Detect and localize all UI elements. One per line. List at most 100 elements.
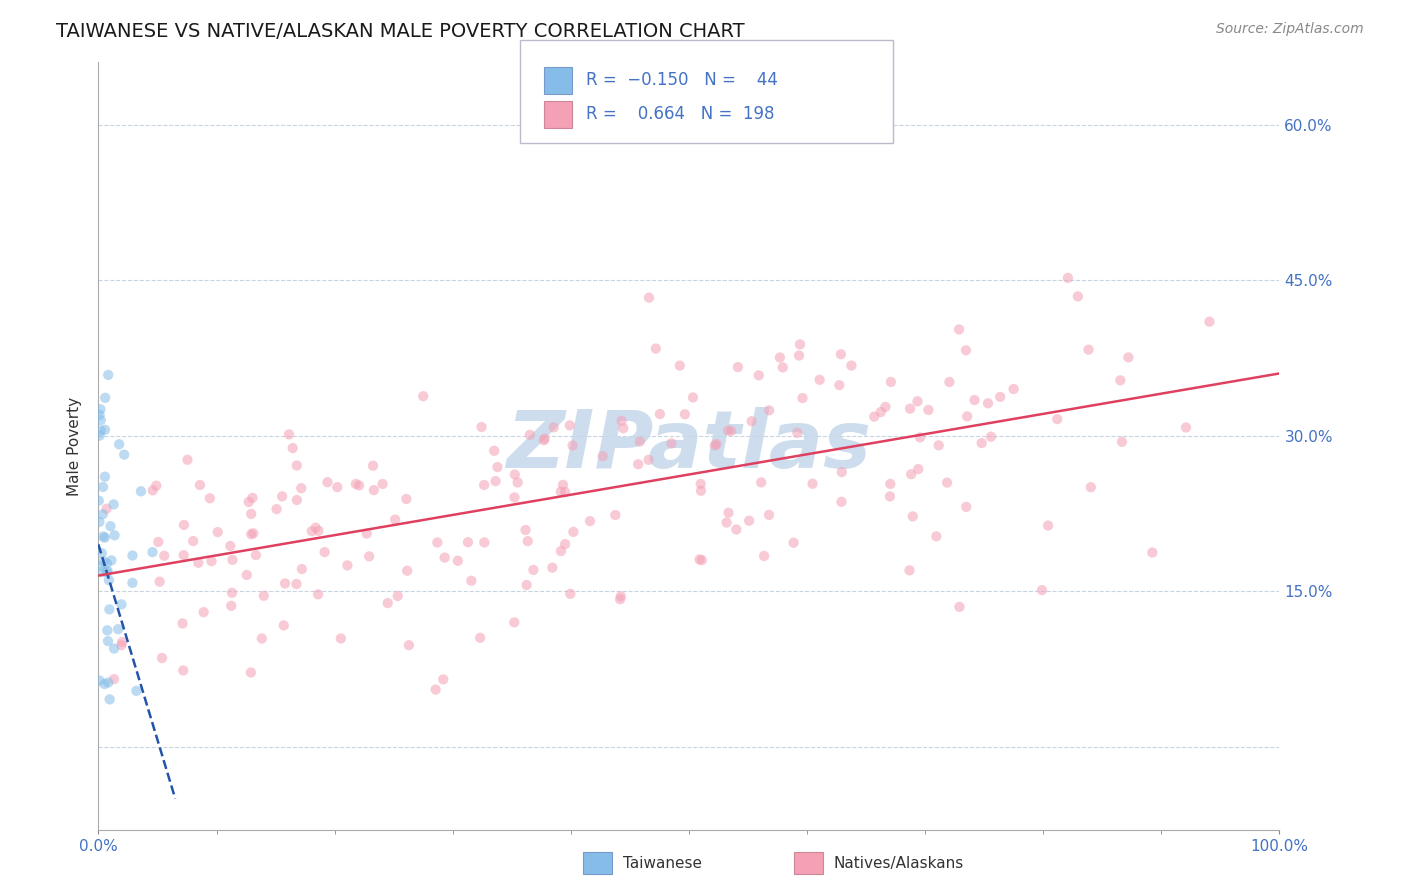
Y-axis label: Male Poverty: Male Poverty [67,396,83,496]
Point [516,534,538,549]
Point [271,489,294,503]
Point [308,524,330,538]
Point [863,409,886,424]
Point [928,438,950,452]
Point [673,407,696,421]
Point [148,535,170,549]
Point [689,476,711,491]
Point [94,391,117,405]
Point [93,677,115,691]
Point [980,430,1002,444]
Point [96,566,118,580]
Point [519,428,541,442]
Point [1198,315,1220,329]
Point [285,458,308,473]
Point [828,378,851,392]
Point [1118,351,1140,365]
Point [472,535,495,549]
Point [89,428,111,442]
Point [285,493,308,508]
Point [301,524,323,539]
Point [285,577,308,591]
Point [97,368,120,382]
Point [97,564,120,578]
Point [432,673,454,687]
Point [1142,545,1164,559]
Point [752,549,775,563]
Point [96,501,118,516]
Point [472,478,495,492]
Point [789,337,811,351]
Point [703,438,725,452]
Point [149,574,172,589]
Point [533,434,555,448]
Point [316,475,339,490]
Point [1057,271,1080,285]
Point [1036,518,1059,533]
Point [153,549,176,563]
Point [612,421,634,435]
Point [560,587,582,601]
Point [727,360,749,375]
Point [103,528,125,542]
Point [173,518,195,533]
Point [121,575,143,590]
Point [142,483,165,498]
Point [278,427,301,442]
Point [193,605,215,619]
Point [748,368,770,383]
Point [187,556,209,570]
Point [361,458,384,473]
Text: Source: ZipAtlas.com: Source: ZipAtlas.com [1216,22,1364,37]
Point [901,509,924,524]
Point [103,497,125,511]
Point [112,448,135,462]
Point [592,449,614,463]
Point [1109,373,1132,387]
Point [447,554,470,568]
Point [412,389,434,403]
Point [253,589,276,603]
Point [200,554,222,568]
Point [579,514,602,528]
Point [955,500,977,514]
Point [87,493,110,508]
Point [336,558,359,573]
Point [808,373,831,387]
Point [610,414,633,428]
Point [98,602,121,616]
Point [706,437,728,451]
Point [970,436,993,450]
Point [387,589,409,603]
Point [100,553,122,567]
Point [245,548,267,562]
Point [426,535,449,549]
Point [172,616,194,631]
Point [238,495,260,509]
Point [173,548,195,562]
Point [207,525,229,540]
Point [936,475,959,490]
Point [396,564,419,578]
Point [841,359,863,373]
Point [90,424,112,438]
Point [219,599,242,613]
Point [141,545,163,559]
Point [94,531,117,545]
Point [938,375,960,389]
Point [628,434,651,449]
Point [363,483,385,497]
Point [150,651,173,665]
Point [550,484,572,499]
Point [103,641,125,656]
Point [801,476,824,491]
Point [103,672,125,686]
Point [1175,420,1198,434]
Point [516,578,538,592]
Point [198,491,221,506]
Point [359,549,381,564]
Point [609,592,631,607]
Point [290,481,312,495]
Point [395,491,418,506]
Point [907,462,929,476]
